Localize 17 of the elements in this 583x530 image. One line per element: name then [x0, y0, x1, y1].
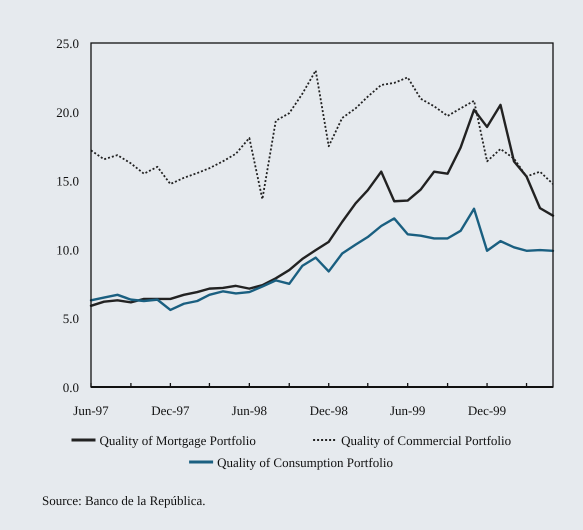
- y-tick-label: 15.0: [56, 174, 79, 189]
- x-tick-label: Jun-99: [390, 403, 426, 418]
- legend-label: Quality of Mortgage Portfolio: [100, 433, 256, 448]
- y-tick-label: 10.0: [56, 242, 79, 258]
- y-tick-label: 0.0: [62, 380, 79, 395]
- x-tick-label: Dec-97: [151, 403, 190, 418]
- x-tick-label: Dec-98: [310, 403, 348, 418]
- legend-label: Quality of Consumption Portfolio: [217, 455, 393, 470]
- line-series: [90, 208, 554, 312]
- x-tick-label: Jun-98: [232, 403, 268, 418]
- y-tick-label: 25.0: [56, 36, 79, 51]
- legend-label: Quality of Commercial Portfolio: [341, 433, 512, 448]
- y-tick-label: 20.0: [56, 104, 79, 120]
- y-tick-label: 5.0: [62, 311, 79, 326]
- x-tick-label: Jun-97: [73, 403, 110, 418]
- x-tick-label: Dec-99: [468, 403, 506, 418]
- source-note: Source: Banco de la República.: [42, 493, 206, 508]
